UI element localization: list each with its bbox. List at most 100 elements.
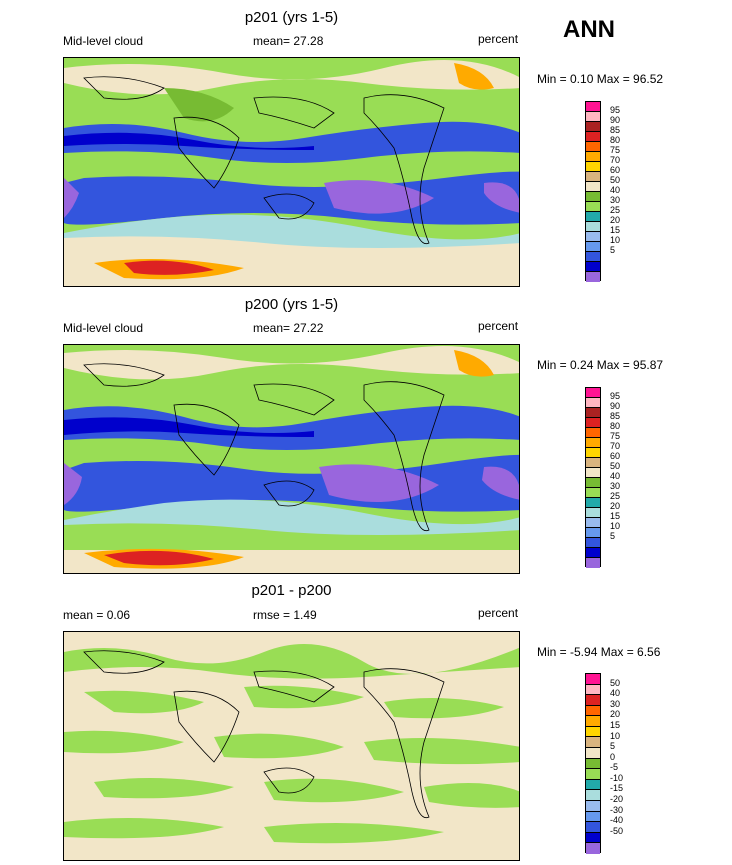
colorbar-tick-label: 5 — [610, 531, 616, 541]
colorbar-tick-label: 15 — [610, 225, 621, 235]
colorbar-tick-label: 5 — [610, 245, 616, 255]
colorbar-tick-label: 10 — [610, 235, 621, 245]
panel-1-minmax: Min = 0.10 Max = 96.52 — [537, 72, 664, 86]
colorbar-tick-label: 50 — [610, 677, 621, 688]
colorbar-tick-label: 40 — [610, 688, 621, 699]
panel-3-title: p201 - p200 — [251, 582, 332, 599]
colorbar-swatch — [586, 102, 600, 112]
colorbar-swatch — [586, 758, 600, 770]
colorbar-swatch — [586, 232, 600, 242]
colorbar-swatch — [586, 418, 600, 428]
colorbar-tick-label: 70 — [610, 441, 621, 451]
colorbar-swatch — [586, 222, 600, 232]
colorbar-tick-label: -10 — [610, 772, 624, 783]
colorbar-swatch — [586, 737, 600, 749]
panel-2-title: p200 (yrs 1-5) — [244, 296, 339, 313]
colorbar-tick-label: 80 — [610, 421, 621, 431]
colorbar-swatch — [586, 262, 600, 272]
colorbar-swatch — [586, 558, 600, 568]
panel-1-colorbar — [585, 101, 601, 282]
colorbar-tick-label: -30 — [610, 804, 624, 815]
panel-3-rmse: rmse = 1.49 — [253, 608, 317, 622]
colorbar-swatch — [586, 822, 600, 833]
colorbar-tick-label: 15 — [610, 719, 621, 730]
colorbar-tick-label: 95 — [610, 105, 621, 115]
colorbar-tick-label: 5 — [610, 741, 616, 752]
colorbar-swatch — [586, 716, 600, 727]
colorbar-tick-label: 30 — [610, 481, 621, 491]
colorbar-swatch — [586, 790, 600, 801]
colorbar-tick-label: 25 — [610, 205, 621, 215]
colorbar-tick-label: 60 — [610, 451, 621, 461]
colorbar-swatch — [586, 779, 600, 791]
colorbar-tick-label: 90 — [610, 401, 621, 411]
panel-3-mean: mean = 0.06 — [63, 608, 131, 622]
panel-1-units: percent — [478, 32, 519, 46]
colorbar-swatch — [586, 152, 600, 162]
panel-3-map — [63, 631, 520, 861]
colorbar-tick-label: 40 — [610, 471, 621, 481]
panel-2-mean: mean= 27.22 — [253, 321, 324, 335]
colorbar-swatch — [586, 172, 600, 182]
colorbar-swatch — [586, 674, 600, 685]
colorbar-swatch — [586, 508, 600, 518]
panel-2-colorbar — [585, 387, 601, 568]
colorbar-tick-label: 20 — [610, 215, 621, 225]
colorbar-swatch — [586, 398, 600, 408]
colorbar-swatch — [586, 142, 600, 152]
colorbar-tick-label: 85 — [610, 411, 621, 421]
colorbar-tick-label: 50 — [610, 461, 621, 471]
colorbar-swatch — [586, 212, 600, 222]
colorbar-swatch — [586, 548, 600, 558]
colorbar-tick-label: 0 — [610, 751, 616, 762]
colorbar-swatch — [586, 428, 600, 438]
colorbar-swatch — [586, 498, 600, 508]
colorbar-tick-label: 80 — [610, 135, 621, 145]
colorbar-tick-label: 90 — [610, 115, 621, 125]
colorbar-swatch — [586, 162, 600, 172]
colorbar-swatch — [586, 528, 600, 538]
colorbar-swatch — [586, 843, 600, 854]
panel-1-map — [63, 57, 520, 287]
colorbar-swatch — [586, 478, 600, 488]
panel-3-minmax: Min = -5.94 Max = 6.56 — [537, 645, 661, 659]
colorbar-tick-label: 60 — [610, 165, 621, 175]
colorbar-swatch — [586, 182, 600, 192]
panel-2-map — [63, 344, 520, 574]
colorbar-swatch — [586, 832, 600, 844]
panel-1-mean: mean= 27.28 — [253, 34, 324, 48]
colorbar-swatch — [586, 202, 600, 212]
colorbar-tick-label: 20 — [610, 501, 621, 511]
colorbar-tick-label: 10 — [610, 521, 621, 531]
colorbar-swatch — [586, 132, 600, 142]
colorbar-swatch — [586, 272, 600, 282]
colorbar-swatch — [586, 242, 600, 252]
colorbar-swatch — [586, 488, 600, 498]
colorbar-tick-label: 95 — [610, 391, 621, 401]
colorbar-swatch — [586, 458, 600, 468]
panel-2-units: percent — [478, 319, 519, 333]
colorbar-tick-label: -20 — [610, 794, 624, 805]
colorbar-swatch — [586, 408, 600, 418]
colorbar-swatch — [586, 252, 600, 262]
colorbar-tick-label: -5 — [610, 762, 619, 773]
colorbar-tick-label: 30 — [610, 195, 621, 205]
colorbar-tick-label: 15 — [610, 511, 621, 521]
colorbar-tick-label: 85 — [610, 125, 621, 135]
colorbar-tick-label: -15 — [610, 783, 624, 794]
colorbar-tick-label: 10 — [610, 730, 621, 741]
colorbar-swatch — [586, 438, 600, 448]
colorbar-swatch — [586, 468, 600, 478]
colorbar-swatch — [586, 192, 600, 202]
colorbar-swatch — [586, 538, 600, 548]
panel-3-units: percent — [478, 606, 519, 620]
colorbar-swatch — [586, 695, 600, 706]
colorbar-tick-label: 20 — [610, 709, 621, 720]
colorbar-swatch — [586, 705, 600, 717]
colorbar-swatch — [586, 518, 600, 528]
panel-2-variable: Mid-level cloud — [63, 321, 144, 335]
colorbar-swatch — [586, 748, 600, 759]
panel-1-variable: Mid-level cloud — [63, 34, 144, 48]
colorbar-swatch — [586, 769, 600, 780]
colorbar-tick-label: 70 — [610, 155, 621, 165]
